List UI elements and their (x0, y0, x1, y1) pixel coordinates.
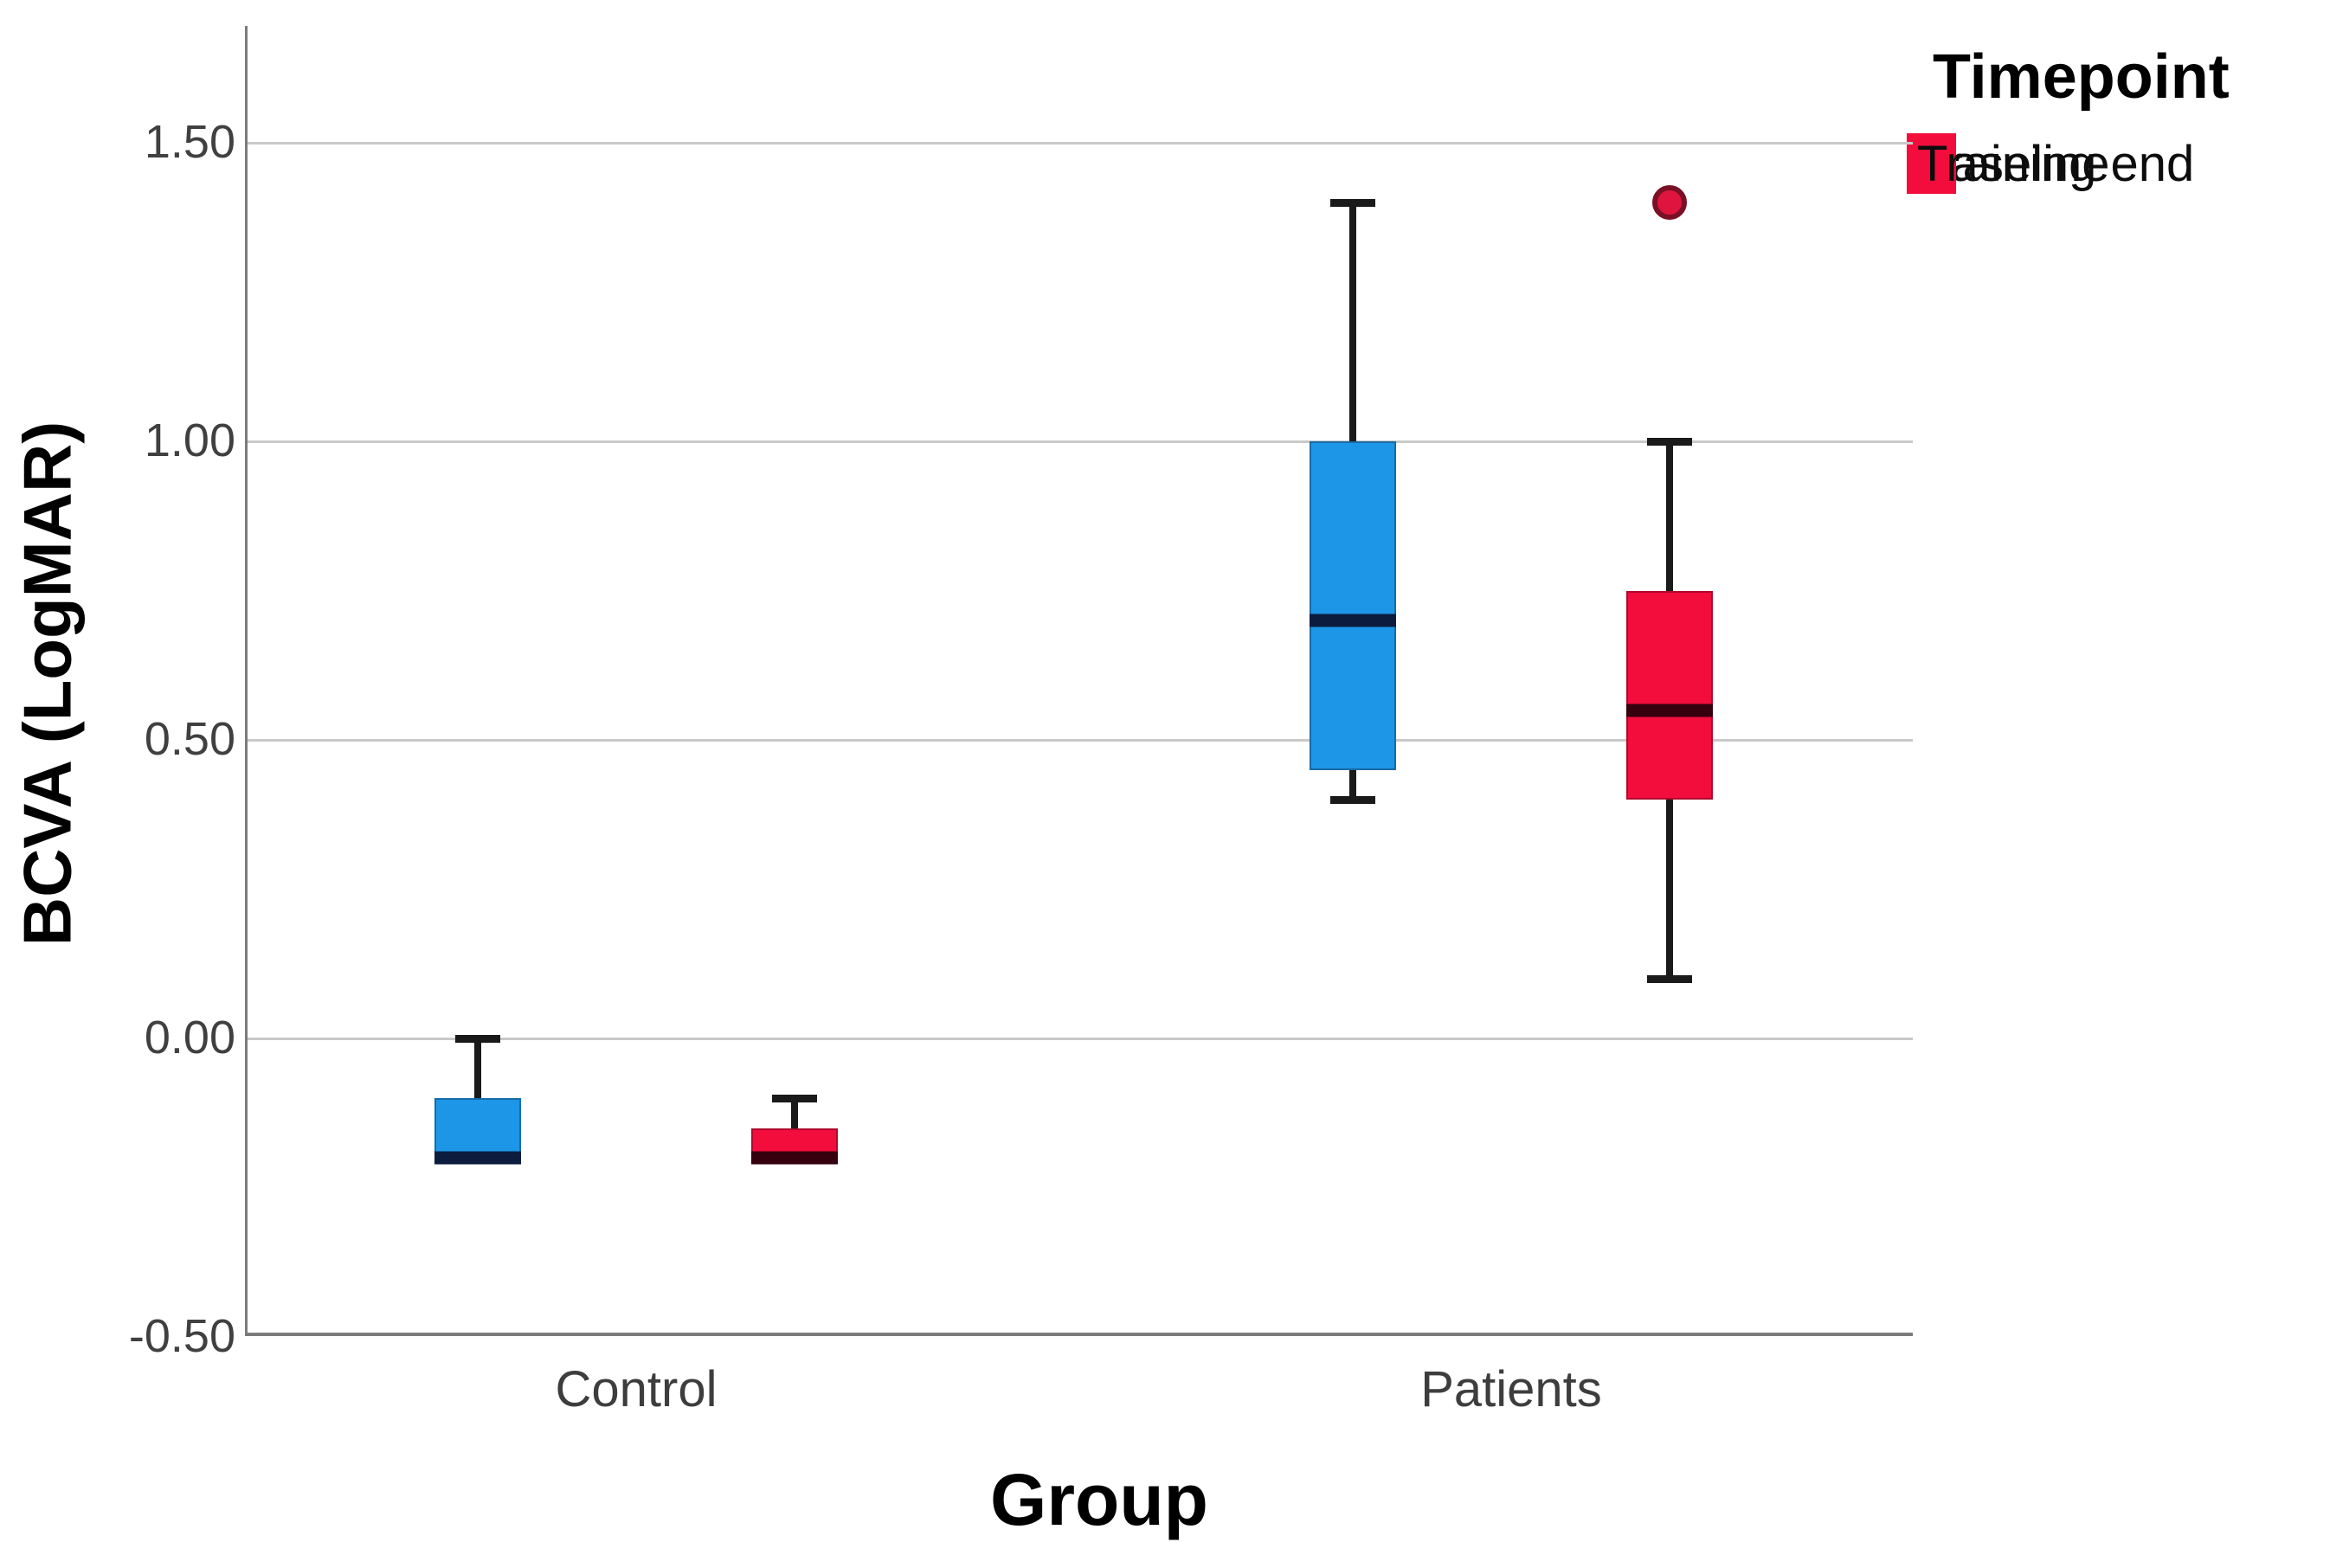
whisker-stem-baseline-control (474, 1038, 481, 1098)
whisker-stem-training-end-patients (1666, 800, 1673, 979)
gridline (248, 142, 1913, 145)
y-tick-label: 1.00 (144, 414, 235, 466)
y-tick-label: -0.50 (128, 1309, 235, 1362)
legend-title: Timepoint (1933, 42, 2230, 112)
outlier-point-training-end-patients (1652, 185, 1687, 220)
y-axis-title: BCVA (LogMAR) (9, 421, 86, 947)
whisker-cap-baseline-control (455, 1034, 500, 1043)
whisker-cap-training-end-control (772, 1094, 817, 1102)
whisker-stem-baseline-patients (1349, 202, 1356, 441)
gridline (248, 440, 1913, 443)
x-category-label: Control (555, 1361, 718, 1417)
whisker-stem-baseline-patients (1349, 769, 1356, 800)
y-tick-label: 1.50 (144, 115, 235, 168)
gridline (248, 1038, 1913, 1040)
y-tick-label: 0.00 (144, 1011, 235, 1064)
median-line-training-end-control (751, 1151, 838, 1165)
box-baseline-patients (1310, 441, 1396, 770)
whisker-cap-training-end-patients (1647, 437, 1692, 446)
median-line-baseline-control (434, 1151, 521, 1165)
y-axis-line (245, 26, 248, 1334)
whisker-cap-baseline-patients (1330, 795, 1375, 804)
y-tick-label: 0.50 (144, 712, 235, 765)
box-training-end-patients (1626, 590, 1713, 800)
whisker-stem-training-end-patients (1666, 441, 1673, 591)
x-category-label: Patients (1420, 1361, 1602, 1417)
median-line-baseline-patients (1310, 614, 1396, 627)
whisker-cap-training-end-patients (1647, 974, 1692, 983)
x-axis-line (245, 1333, 1913, 1336)
median-line-training-end-patients (1626, 704, 1713, 717)
gridline (248, 739, 1913, 742)
whisker-cap-baseline-patients (1330, 198, 1375, 207)
legend: Timepoint Baseline Training end (1907, 42, 2230, 194)
x-axis-title: Group (990, 1459, 1208, 1540)
whisker-stem-training-end-control (791, 1098, 798, 1128)
legend-swatch-training-end (1907, 133, 1956, 194)
box-baseline-control (434, 1098, 521, 1158)
legend-item-label: Training end (1917, 135, 2195, 192)
